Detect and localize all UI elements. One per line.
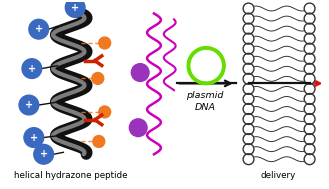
Circle shape [243,134,254,145]
Circle shape [34,144,54,164]
Circle shape [307,96,310,99]
Circle shape [307,76,310,79]
Circle shape [307,126,310,129]
Circle shape [245,56,248,59]
Text: helical hydrazone peptide: helical hydrazone peptide [14,171,128,180]
Circle shape [307,16,310,19]
Circle shape [307,86,310,89]
Circle shape [307,156,310,159]
Circle shape [243,124,254,135]
Circle shape [307,106,310,109]
Circle shape [245,46,248,49]
Circle shape [245,136,248,139]
Circle shape [243,33,254,44]
Circle shape [243,144,254,155]
Circle shape [243,114,254,124]
Text: +: + [39,149,48,159]
Circle shape [243,154,254,165]
Circle shape [245,66,248,69]
Circle shape [304,43,315,54]
Circle shape [243,94,254,104]
Circle shape [129,119,147,136]
Text: delivery: delivery [261,171,296,180]
Circle shape [245,146,248,149]
Circle shape [245,116,248,119]
Circle shape [243,84,254,94]
Text: +: + [25,100,33,110]
Circle shape [243,13,254,24]
Circle shape [99,37,111,49]
Circle shape [307,5,310,9]
Circle shape [307,116,310,119]
Circle shape [29,19,49,39]
Circle shape [307,56,310,59]
Circle shape [304,104,315,114]
Circle shape [243,43,254,54]
Circle shape [304,73,315,84]
Circle shape [245,126,248,129]
Circle shape [307,46,310,49]
Circle shape [131,64,149,81]
Circle shape [65,0,85,17]
Circle shape [304,13,315,24]
Circle shape [304,23,315,34]
Circle shape [304,154,315,165]
Circle shape [304,124,315,135]
Circle shape [304,134,315,145]
Circle shape [24,128,44,147]
Text: DNA: DNA [195,102,216,112]
Circle shape [243,3,254,14]
Circle shape [243,23,254,34]
Circle shape [304,3,315,14]
Circle shape [245,5,248,9]
Circle shape [22,59,42,78]
Circle shape [304,144,315,155]
Circle shape [19,95,39,115]
Circle shape [245,36,248,39]
Circle shape [307,26,310,29]
Circle shape [99,106,111,118]
Circle shape [304,84,315,94]
Circle shape [243,73,254,84]
Circle shape [307,66,310,69]
Circle shape [92,73,104,84]
Circle shape [245,96,248,99]
Circle shape [245,16,248,19]
Text: +: + [71,2,79,12]
Circle shape [245,106,248,109]
Circle shape [93,136,105,147]
Circle shape [304,114,315,124]
Circle shape [243,63,254,74]
Circle shape [245,156,248,159]
Circle shape [307,136,310,139]
Text: +: + [30,132,38,143]
Circle shape [245,26,248,29]
Circle shape [243,53,254,64]
Text: plasmid: plasmid [187,91,224,100]
Circle shape [304,63,315,74]
Circle shape [304,94,315,104]
Circle shape [307,36,310,39]
Text: +: + [35,24,43,34]
Circle shape [245,76,248,79]
Text: +: + [28,64,36,74]
Circle shape [245,86,248,89]
Circle shape [304,53,315,64]
Circle shape [304,33,315,44]
Circle shape [243,104,254,114]
Circle shape [307,146,310,149]
